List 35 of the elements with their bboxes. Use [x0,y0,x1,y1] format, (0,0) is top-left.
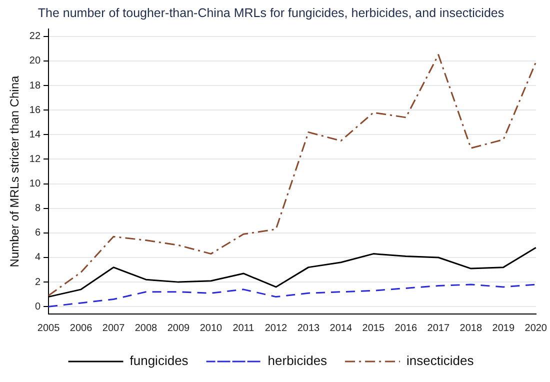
y-tick-label: 10 [29,178,41,190]
y-axis-title: Number of MRLs stricter than China [8,75,22,268]
x-tick-label: 2019 [492,322,515,334]
x-tick-label: 2012 [264,322,288,334]
x-tick-label: 2014 [330,322,352,334]
x-tick-label: 2015 [362,322,385,334]
x-tick-label: 2018 [460,322,482,334]
x-tick-label: 2006 [70,322,93,334]
line-series [48,284,537,308]
y-tick-label: 14 [29,129,41,140]
x-tick-label: 2020 [524,322,548,334]
x-tick-label: 2010 [200,322,223,334]
x-tick-label: 2009 [167,322,190,334]
legend-label: insecticides [406,353,474,368]
y-tick-label: 20 [29,56,41,67]
y-tick-label: 18 [29,80,41,92]
x-tick-label: 2017 [427,322,450,334]
x-tick-label: 2013 [297,322,320,334]
line-series [48,54,537,296]
legend-label: fungicides [130,353,189,368]
x-tick-label: 2011 [232,322,255,334]
x-tick-label: 2007 [102,322,126,334]
x-tick-label: 2016 [394,322,418,334]
x-tick-label: 2008 [134,322,158,334]
y-tick-label: 22 [29,31,41,42]
y-tick-label: 4 [34,252,41,264]
chart-title: The number of tougher-than-China MRLs for fungicides, herbicides, and insecticides [38,6,504,20]
y-tick-label: 2 [34,276,41,288]
y-tick-label: 8 [34,203,41,214]
x-tick-label: 2005 [37,322,60,334]
y-tick-label: 6 [34,228,41,239]
y-tick-label: 16 [29,104,41,116]
y-tick-label: 0 [34,301,41,312]
legend-label: herbicides [268,353,328,368]
y-tick-label: 12 [29,154,41,165]
